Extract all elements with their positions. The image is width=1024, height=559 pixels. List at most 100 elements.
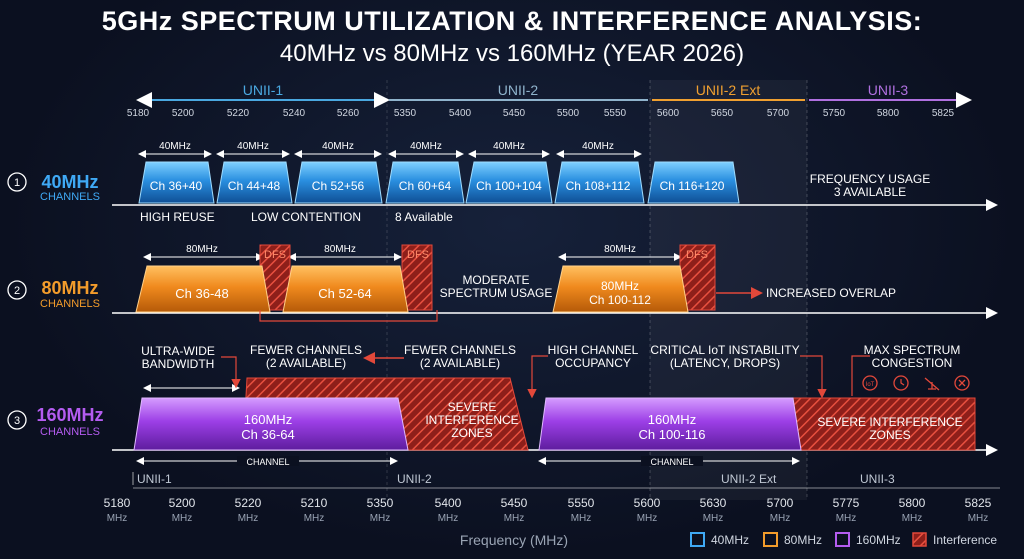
top-tick: 5750 [823, 108, 846, 119]
severe-a-line1: SEVERE [448, 400, 497, 414]
top-tick: 5180 [127, 108, 150, 119]
row-80-title: 80MHz [41, 278, 98, 298]
svg-text:2: 2 [14, 285, 20, 297]
fewer-b-line2: (2 AVAILABLE) [420, 356, 500, 370]
width-markers-40: 40MHz 40MHz 40MHz 40MHz 40MHz 40MHz [138, 141, 642, 158]
iot-icon [862, 375, 878, 391]
bottom-tick: 5180 [104, 496, 131, 510]
interference-zone [789, 397, 976, 451]
legend-label: 80MHz [784, 533, 822, 547]
top-tick: 5200 [172, 108, 195, 119]
bottom-unit: MHz [504, 513, 525, 524]
channel-label: Ch 52-64 [318, 286, 371, 301]
dfs-label: DFS [264, 249, 286, 261]
note-available: 8 Available [395, 210, 453, 224]
channels-40: Ch 36+40 Ch 44+48 Ch 52+56 Ch 60+64 Ch 1… [138, 161, 740, 204]
max-line2: CONGESTION [872, 356, 953, 370]
dfs-label: DFS [407, 249, 429, 261]
top-tick: 5600 [657, 108, 680, 119]
bottom-tick: 5210 [301, 496, 328, 510]
width-label: 40MHz [159, 141, 191, 152]
bottom-unit: MHz [107, 513, 128, 524]
iot-icon-label: IoT [866, 382, 875, 388]
bottom-tick: 5630 [700, 496, 727, 510]
bottom-unit: MHz [304, 513, 325, 524]
bottom-tick: 5700 [767, 496, 794, 510]
top-tick: 5700 [767, 108, 790, 119]
bottom-unit: MHz [902, 513, 923, 524]
top-tick: 5800 [877, 108, 900, 119]
bottom-unit: MHz [770, 513, 791, 524]
top-tick: 5450 [503, 108, 526, 119]
row-160mhz: 3 160MHz CHANNELS 160MHz Ch 36-64 160MHz… [7, 343, 998, 456]
width-label: 80MHz [186, 244, 218, 255]
width-label: 40MHz [322, 141, 354, 152]
width-label: 40MHz [493, 141, 525, 152]
title-line-2: 40MHz vs 80MHz vs 160MHz (YEAR 2026) [279, 40, 745, 67]
band-header: UNII-1 UNII-2 UNII-2 Ext UNII-3 [136, 82, 972, 108]
channel-label: Ch 100-116 [639, 427, 706, 442]
bottom-unit: MHz [571, 513, 592, 524]
top-tick: 5260 [337, 108, 360, 119]
high-occ-line2: OCCUPANCY [555, 356, 631, 370]
channel-label: Ch 36-64 [241, 427, 294, 442]
severe-b-line1: SEVERE INTERFERENCE [817, 415, 962, 429]
bottom-tick: 5550 [568, 496, 595, 510]
bottom-tick: 5350 [367, 496, 394, 510]
bottom-tick: 5450 [501, 496, 528, 510]
channel-label: 160MHz [244, 412, 292, 427]
bottom-band-bar: CHANNEL CHANNEL UNII-1 UNII-2 UNII-2 Ext… [132, 456, 1000, 489]
band-label-unii1: UNII-1 [243, 82, 284, 98]
severe-a-line2: INTERFERENCE [425, 413, 518, 427]
row-160-sub: CHANNELS [40, 426, 100, 438]
iot-line1: CRITICAL IoT INSTABILITY [650, 343, 799, 357]
legend: 40MHz 80MHz 160MHz Interference [690, 532, 997, 547]
svg-text:1: 1 [14, 177, 20, 189]
freq-usage-line2: 3 AVAILABLE [834, 185, 906, 199]
width-label: 40MHz [410, 141, 442, 152]
channel-label: Ch 36-48 [175, 286, 228, 301]
bottom-unit: MHz [637, 513, 658, 524]
legend-swatch [835, 532, 850, 547]
bottom-tick: 5825 [965, 496, 992, 510]
bottom-tick: 5400 [435, 496, 462, 510]
max-line1: MAX SPECTRUM [864, 343, 961, 357]
top-tick: 5500 [557, 108, 580, 119]
width-label: 80MHz [604, 244, 636, 255]
top-tick: 5400 [449, 108, 472, 119]
bottom-tick: 5200 [169, 496, 196, 510]
band-label-unii3: UNII-3 [868, 82, 909, 98]
top-tick: 5220 [227, 108, 250, 119]
bottom-tick: 5600 [634, 496, 661, 510]
bottom-band-label: UNII-3 [860, 472, 895, 486]
clock-icon [893, 375, 909, 391]
bottom-band-label: UNII-2 Ext [721, 472, 777, 486]
top-tick: 5650 [711, 108, 734, 119]
svg-text:3: 3 [14, 415, 20, 427]
iot-line2: (LATENCY, DROPS) [670, 356, 780, 370]
bottom-unit: MHz [238, 513, 259, 524]
band-label-unii2: UNII-2 [498, 82, 539, 98]
fewer-b-line1: FEWER CHANNELS [404, 343, 516, 357]
freq-usage-line1: FREQUENCY USAGE [810, 172, 930, 186]
channel-label: Ch 60+64 [399, 179, 452, 193]
bottom-unit: MHz [703, 513, 724, 524]
legend-label: 160MHz [856, 533, 901, 547]
error-icon [954, 375, 970, 391]
bottom-unit: MHz [172, 513, 193, 524]
bottom-unit: MHz [968, 513, 989, 524]
channel-label: CHANNEL [650, 457, 693, 467]
dfs-zone [401, 244, 433, 311]
ultra-line2: BANDWIDTH [142, 357, 215, 371]
bottom-tick: 5800 [899, 496, 926, 510]
channel-label: 80MHz [601, 279, 639, 293]
bottom-tick: 5775 [833, 496, 860, 510]
row-80mhz: 2 80MHz CHANNELS 80MHz 80MHz 80MHz DFS D… [7, 244, 998, 322]
severe-b-line2: ZONES [869, 428, 910, 442]
channel-label: Ch 52+56 [312, 179, 365, 193]
bottom-unit: MHz [370, 513, 391, 524]
fewer-a-line1: FEWER CHANNELS [250, 343, 362, 357]
row-80-sub: CHANNELS [40, 298, 100, 310]
